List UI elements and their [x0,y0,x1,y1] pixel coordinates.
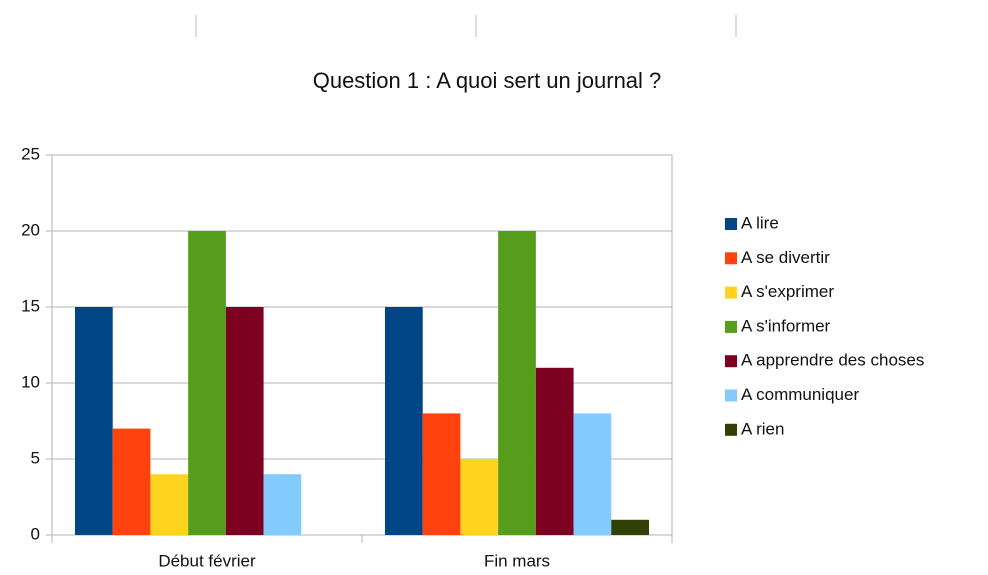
y-tick-label: 0 [31,524,40,543]
bar [611,519,649,535]
legend-label: A rien [741,419,784,438]
legend-swatch [725,252,737,265]
chart-title: Question 1 : A quoi sert un journal ? [313,68,662,93]
legend-label: A se divertir [741,248,830,267]
x-tick-label: Début février [158,551,256,570]
legend-label: A apprendre des choses [741,351,924,370]
bar [573,413,612,535]
legend-swatch [725,286,737,299]
legend-swatch [725,355,737,368]
legend-label: A s'informer [741,316,831,335]
bar [150,474,189,535]
bar [263,474,302,535]
y-tick-label: 15 [21,296,40,315]
legend-label: A s'exprimer [741,282,834,301]
bar [535,367,574,535]
x-tick-label: Fin mars [484,551,550,570]
legend-swatch [725,218,737,230]
legend-label: A lire [741,213,779,232]
legend-swatch [725,423,737,436]
legend-label: A communiquer [741,385,859,404]
bar [225,307,264,535]
bar [112,428,151,535]
y-tick-label: 20 [21,220,40,239]
y-tick-label: 5 [31,448,40,467]
bar [498,231,536,535]
y-tick-label: 10 [21,372,40,391]
y-tick-label: 25 [21,144,40,163]
bar [385,307,423,535]
bar [188,231,226,535]
legend-swatch [725,320,737,333]
bar [460,459,499,535]
bar [75,307,113,535]
bar [422,413,461,535]
legend-swatch [725,389,737,402]
